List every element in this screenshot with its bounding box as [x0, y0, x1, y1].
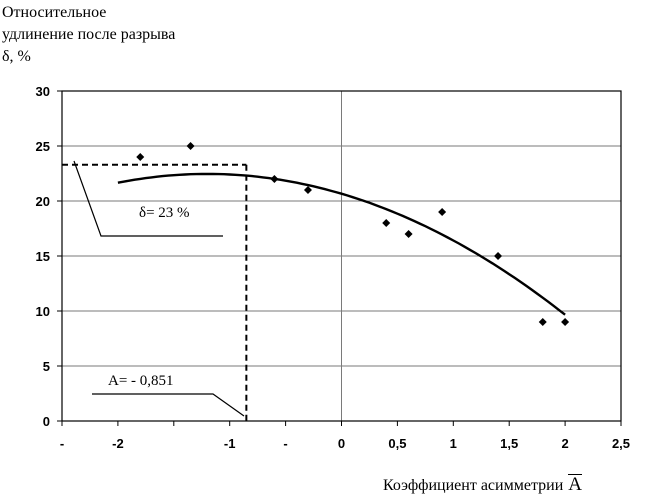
a-annotation: A= - 0,851 [108, 373, 174, 389]
y-tick-label: 10 [36, 304, 50, 319]
data-point [438, 208, 446, 216]
y-tick-label: 30 [36, 84, 50, 99]
x-tick-label: -1 [224, 436, 236, 451]
axis-ticks: 051015202530--2-1-00,511,522,5 [36, 84, 631, 451]
data-point [136, 153, 144, 161]
x-tick-label: - [60, 436, 64, 451]
y-tick-label: 25 [36, 139, 50, 154]
data-point [382, 219, 390, 227]
data-point [405, 230, 413, 238]
y-tick-label: 5 [43, 359, 50, 374]
data-point [494, 252, 502, 260]
x-axis-title: Коэффициент асимметрии A [383, 474, 582, 495]
data-point [270, 175, 278, 183]
x-tick-label: -2 [112, 436, 124, 451]
data-points [136, 142, 569, 326]
x-axis-symbol: A [568, 474, 582, 494]
delta-callout-line [74, 161, 223, 236]
x-tick-label: 2 [561, 436, 568, 451]
a-callout-line [92, 394, 244, 416]
x-tick-label: 2,5 [612, 436, 630, 451]
x-axis-title-text: Коэффициент асимметрии [383, 477, 563, 494]
data-point [187, 142, 195, 150]
x-tick-label: 1 [450, 436, 457, 451]
y-tick-label: 0 [43, 414, 50, 429]
data-point [539, 318, 547, 326]
x-tick-label: - [283, 436, 287, 451]
data-point [304, 186, 312, 194]
data-point [561, 318, 569, 326]
x-tick-label: 1,5 [500, 436, 518, 451]
gridlines [62, 91, 621, 421]
annotation-callouts: δ= 23 % A= - 0,851 [74, 161, 244, 416]
x-tick-label: 0,5 [388, 436, 406, 451]
delta-annotation: δ= 23 % [139, 205, 190, 221]
y-tick-label: 20 [36, 194, 50, 209]
x-tick-label: 0 [338, 436, 345, 451]
y-tick-label: 15 [36, 249, 50, 264]
